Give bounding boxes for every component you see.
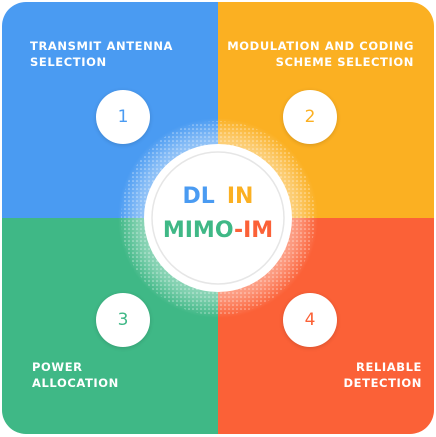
center-title: DL IN MIMO-IM [148, 180, 288, 248]
step-3-label-line1: POWER [32, 360, 83, 374]
step-1-label-line1: TRANSMIT ANTENNA [30, 39, 174, 53]
center-title-line2: MIMO-IM [148, 214, 288, 248]
center-word-im: IM [243, 218, 274, 243]
step-4-label-line2: DETECTION [343, 376, 422, 390]
step-1-label: TRANSMIT ANTENNA SELECTION [30, 38, 173, 70]
step-3-label-line2: ALLOCATION [32, 376, 119, 390]
center-title-line1: DL IN [148, 180, 288, 214]
step-2-label-line1: MODULATION AND CODING [227, 39, 414, 53]
center-word-dl: DL [182, 184, 215, 209]
step-4-label-line1: RELIABLE [356, 360, 422, 374]
center-dash: - [233, 218, 244, 243]
step-4-label: RELIABLE DETECTION [344, 359, 422, 391]
step-2-number: 2 [283, 90, 337, 144]
step-2-label: MODULATION AND CODING SCHEME SELECTION [227, 38, 414, 70]
step-3-number: 3 [96, 293, 150, 347]
step-3-label: POWER ALLOCATION [32, 359, 119, 391]
step-1-label-line2: SELECTION [30, 55, 107, 69]
step-4-number: 4 [283, 293, 337, 347]
center-word-in: IN [226, 184, 254, 209]
center-word-mimo: MIMO [162, 218, 234, 243]
step-1-number: 1 [96, 90, 150, 144]
step-2-label-line2: SCHEME SELECTION [275, 55, 414, 69]
